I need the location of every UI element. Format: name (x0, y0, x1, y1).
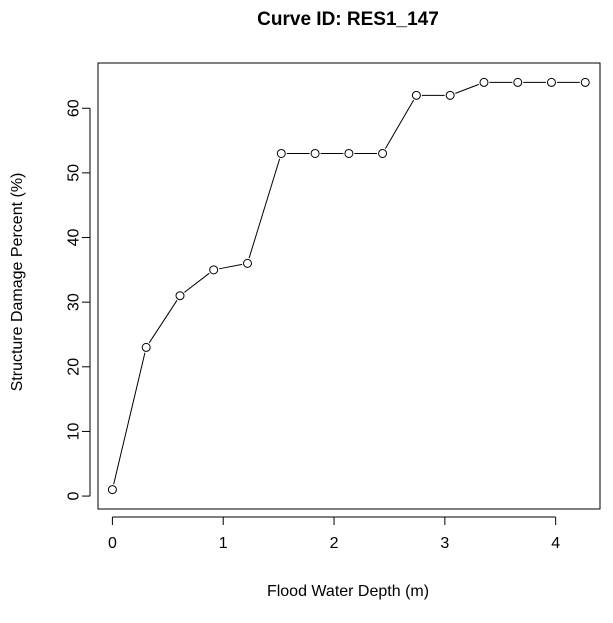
x-tick-label: 2 (330, 535, 339, 552)
series-layer (107, 77, 590, 495)
data-point (141, 342, 151, 352)
data-point (513, 77, 523, 87)
y-tick-label: 10 (66, 422, 83, 440)
series-segment (113, 352, 146, 485)
series-segment (219, 263, 243, 270)
x-tick-label: 3 (440, 535, 449, 552)
x-axis-label: Flood Water Depth (m) (267, 583, 429, 600)
chart-title: Curve ID: RES1_147 (257, 9, 439, 30)
y-tick-label: 0 (66, 492, 83, 501)
data-point (378, 148, 388, 158)
series-segment (248, 158, 281, 259)
x-axis: 0 1 2 3 4 (108, 516, 560, 552)
data-point (479, 77, 489, 87)
series-segment (148, 300, 178, 344)
data-point (175, 291, 185, 301)
series-segment (455, 83, 480, 94)
y-axis-label: Structure Damage Percent (%) (9, 173, 26, 392)
data-point (580, 77, 590, 87)
data-point (411, 90, 421, 100)
data-point (242, 258, 252, 268)
plot-frame (97, 62, 601, 510)
data-point (546, 77, 556, 87)
series-segment (184, 272, 210, 293)
y-tick-label: 50 (66, 164, 83, 182)
y-axis: 0 10 20 30 40 50 60 (66, 99, 91, 501)
x-tick-label: 0 (108, 535, 117, 552)
data-point (276, 148, 286, 158)
data-point (107, 485, 117, 495)
data-point (445, 90, 455, 100)
x-tick-label: 4 (551, 535, 560, 552)
series-segment (384, 99, 415, 149)
y-tick-label: 20 (66, 358, 83, 376)
y-tick-label: 30 (66, 293, 83, 311)
y-tick-label: 60 (66, 99, 83, 117)
data-point (209, 265, 219, 275)
data-point (344, 148, 354, 158)
data-point (310, 148, 320, 158)
x-tick-label: 1 (219, 535, 228, 552)
y-tick-label: 40 (66, 229, 83, 247)
